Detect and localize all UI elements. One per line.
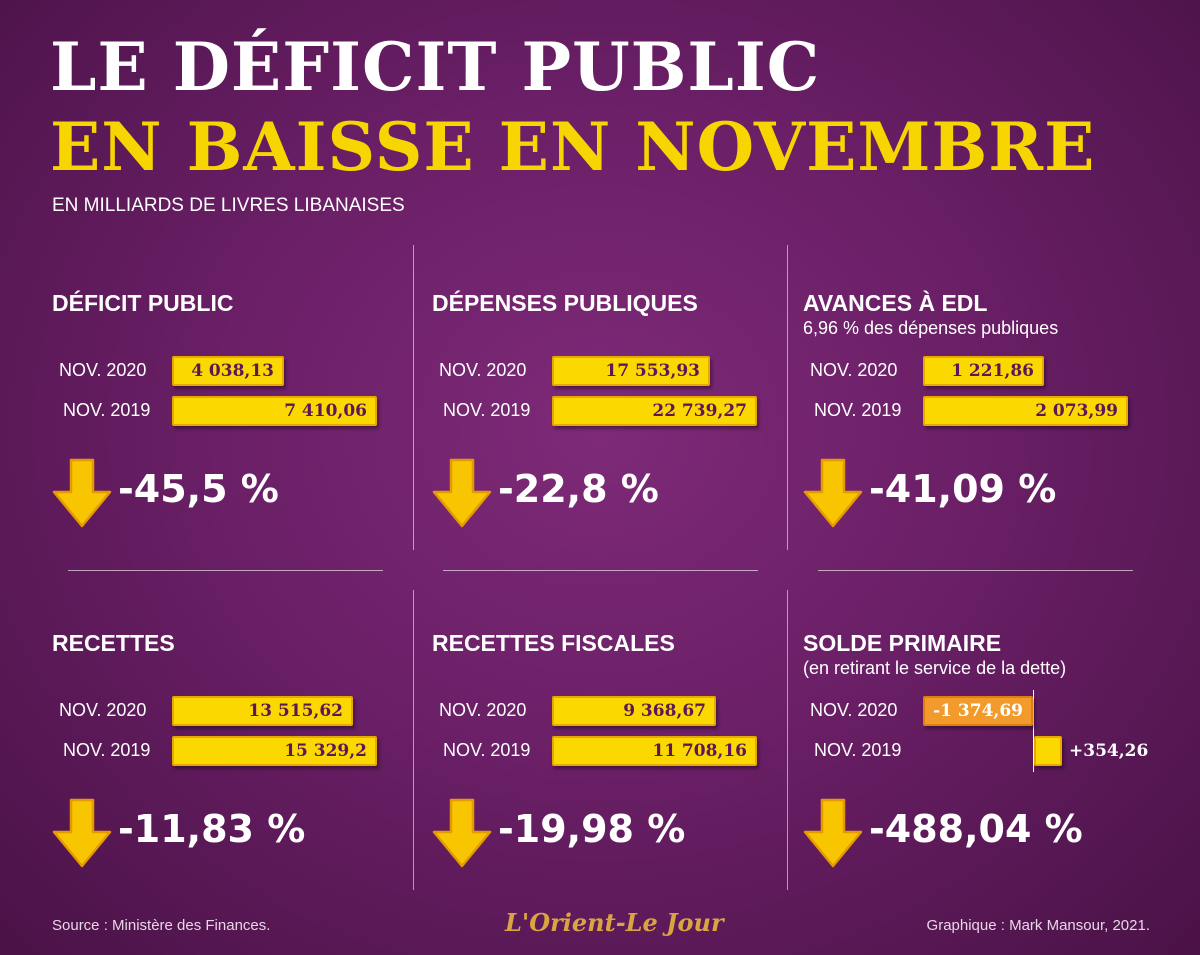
row-label: NOV. 2020 xyxy=(810,700,898,720)
graphic-credit: Graphique : Mark Mansour, 2021. xyxy=(926,917,1150,934)
row-label: NOV. 2020 xyxy=(810,360,898,380)
row-label: NOV. 2020 xyxy=(439,700,527,720)
data-bar xyxy=(1034,736,1062,766)
data-bar: -1 374,69 xyxy=(923,696,1033,726)
down-arrow-icon xyxy=(432,458,492,528)
data-bar: 15 329,2 xyxy=(172,736,377,766)
row-divider-3 xyxy=(818,570,1133,571)
data-bar: 13 515,62 xyxy=(172,696,353,726)
row-divider-1 xyxy=(68,570,383,571)
change-percent: -488,04 % xyxy=(869,807,1083,851)
panel-title: AVANCES À EDL xyxy=(803,290,988,316)
change-percent: -11,83 % xyxy=(118,807,306,851)
column-divider-2 xyxy=(787,245,788,550)
down-arrow-icon xyxy=(432,798,492,868)
chart-panel: AVANCES À EDL 6,96 % des dépenses publiqu… xyxy=(803,290,1173,590)
row-label: NOV. 2019 xyxy=(443,400,531,420)
down-arrow-icon xyxy=(803,798,863,868)
down-arrow-icon xyxy=(52,458,112,528)
zero-axis-line xyxy=(1033,690,1034,772)
source-note: Source : Ministère des Finances. xyxy=(52,917,271,934)
change-percent: -19,98 % xyxy=(498,807,686,851)
row-divider-2 xyxy=(443,570,758,571)
data-bar: 9 368,67 xyxy=(552,696,716,726)
row-label: NOV. 2019 xyxy=(814,400,902,420)
data-bar: 7 410,06 xyxy=(172,396,377,426)
column-divider-1 xyxy=(413,245,414,550)
row-label: NOV. 2020 xyxy=(59,360,147,380)
change-percent: -22,8 % xyxy=(498,467,659,511)
chart-panel: DÉPENSES PUBLIQUES NOV. 2020 NOV. 2019 17 5… xyxy=(432,290,802,590)
change-percent: -45,5 % xyxy=(118,467,279,511)
chart-panel: DÉFICIT PUBLIC NOV. 2020 NOV. 2019 4 038,13… xyxy=(52,290,422,590)
data-bar: 2 073,99 xyxy=(923,396,1128,426)
chart-panel: SOLDE PRIMAIRE (en retirant le service de… xyxy=(803,630,1173,930)
publisher-logo: L'Orient-Le Jour xyxy=(505,908,724,937)
panel-title: DÉPENSES PUBLIQUES xyxy=(432,290,698,316)
row-label: NOV. 2019 xyxy=(63,740,151,760)
change-percent: -41,09 % xyxy=(869,467,1057,511)
column-divider-4 xyxy=(787,590,788,890)
column-divider-3 xyxy=(413,590,414,890)
data-bar: 11 708,16 xyxy=(552,736,757,766)
panel-subtitle: (en retirant le service de la dette) xyxy=(803,658,1067,678)
panel-title: SOLDE PRIMAIRE xyxy=(803,630,1002,656)
panel-subtitle: 6,96 % des dépenses publiques xyxy=(803,318,1059,338)
panel-title: RECETTES FISCALES xyxy=(432,630,675,656)
title-line-1: LE DÉFICIT PUBLIC xyxy=(50,28,821,106)
data-bar: 1 221,86 xyxy=(923,356,1044,386)
data-bar: 4 038,13 xyxy=(172,356,284,386)
row-label: NOV. 2019 xyxy=(814,740,902,760)
data-bar: 17 553,93 xyxy=(552,356,710,386)
data-bar: 22 739,27 xyxy=(552,396,757,426)
panel-title: RECETTES xyxy=(52,630,175,656)
row-label: NOV. 2020 xyxy=(439,360,527,380)
panel-title: DÉFICIT PUBLIC xyxy=(52,290,234,316)
title-line-2: EN BAISSE EN NOVEMBRE xyxy=(50,108,1096,186)
chart-panel: RECETTES NOV. 2020 NOV. 2019 13 515,62 15 32… xyxy=(52,630,422,930)
down-arrow-icon xyxy=(52,798,112,868)
subtitle: EN MILLIARDS DE LIVRES LIBANAISES xyxy=(52,195,405,216)
row-label: NOV. 2019 xyxy=(63,400,151,420)
chart-panel: RECETTES FISCALES NOV. 2020 NOV. 2019 9 368… xyxy=(432,630,802,930)
down-arrow-icon xyxy=(803,458,863,528)
data-label: +354,26 xyxy=(1069,741,1149,761)
row-label: NOV. 2020 xyxy=(59,700,147,720)
row-label: NOV. 2019 xyxy=(443,740,531,760)
